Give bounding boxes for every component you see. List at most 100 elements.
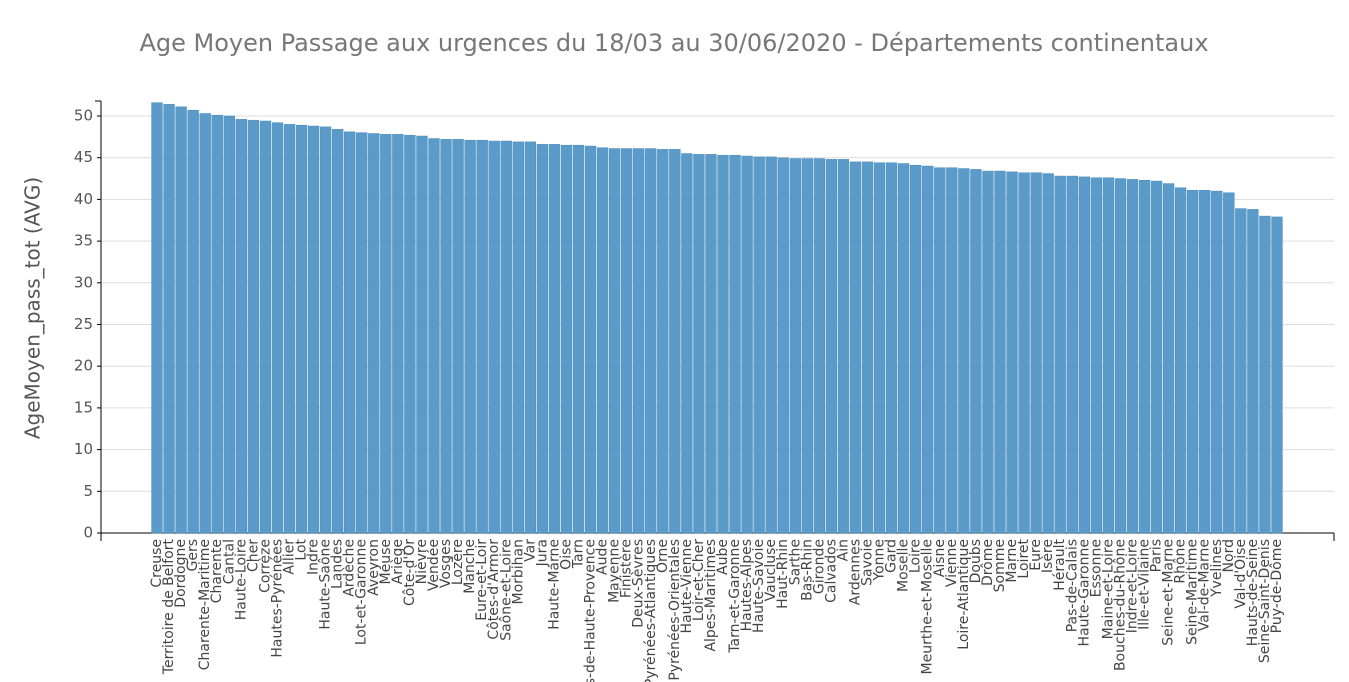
bar	[1259, 215, 1271, 534]
x-tick-label: Lozère	[450, 539, 466, 585]
x-tick-label: Bouches-du-Rhône	[1112, 539, 1128, 671]
x-tick-label: Aude	[595, 539, 611, 575]
x-tick-label: Gers	[185, 539, 201, 572]
bar	[1150, 180, 1163, 534]
bar	[1066, 175, 1078, 534]
x-tick-label: Manche	[462, 539, 478, 594]
bar	[295, 124, 308, 534]
bar	[657, 149, 669, 534]
bar	[645, 148, 657, 534]
bar	[380, 134, 392, 534]
x-tick-label: Eure	[1028, 539, 1044, 571]
bar	[922, 165, 934, 534]
bar	[1247, 209, 1259, 534]
x-tick-label: Deux-Sèvres	[631, 539, 647, 628]
x-tick-label: Seine-Maritime	[1185, 539, 1201, 645]
x-tick-label: Dordogne	[173, 539, 189, 608]
x-tick-label: Ardennes	[847, 539, 863, 605]
x-tick-label: Territoire de Belfort	[161, 538, 177, 675]
x-tick-label: Hautes-Alpes	[739, 539, 755, 631]
bar	[1235, 208, 1247, 534]
x-tick-label: Pas-de-Calais	[1064, 539, 1080, 632]
x-tick-label: Marne	[1004, 539, 1020, 583]
bar	[1042, 173, 1054, 534]
bar	[1211, 190, 1223, 534]
bar	[1090, 177, 1103, 534]
x-tick-label: Meurthe-et-Moselle	[920, 539, 936, 674]
bar	[404, 134, 416, 534]
x-tick-label: Charente-Maritime	[197, 539, 213, 670]
x-tick-label: Seine-et-Marne	[1161, 539, 1177, 646]
bar	[596, 147, 609, 534]
x-tick-label: Saône-et-Loire	[498, 539, 514, 641]
x-tick-label: Tarn	[571, 539, 587, 569]
y-tick-label: 5	[83, 482, 93, 500]
bar	[163, 104, 175, 534]
bar	[307, 125, 320, 534]
bar	[151, 102, 163, 534]
bar	[548, 144, 561, 534]
bar	[946, 167, 958, 534]
bar	[1102, 177, 1115, 534]
bar	[1078, 176, 1090, 534]
x-tick-label: Oise	[558, 539, 574, 570]
x-tick-label: Meuse	[378, 539, 394, 584]
bar	[910, 164, 922, 534]
bar	[994, 170, 1006, 534]
x-tick-label: Yvelines	[1209, 539, 1225, 598]
bar	[789, 158, 801, 534]
bar	[813, 158, 826, 534]
x-tick-label: Loire-Atlantique	[956, 539, 972, 650]
bar	[1018, 172, 1030, 534]
bar	[199, 113, 211, 534]
x-tick-label: Gard	[884, 539, 900, 573]
x-tick-label: Loir-et-Cher	[691, 539, 707, 621]
bar	[584, 145, 597, 534]
y-tick-label: 40	[74, 190, 93, 208]
x-tick-label: Vendée	[426, 539, 442, 591]
x-tick-label: Vienne	[944, 539, 960, 587]
x-tick-label: Morbihan	[510, 539, 526, 605]
x-tick-label: Creuse	[149, 539, 165, 588]
bar	[1199, 189, 1211, 534]
x-tick-label: Corrèze	[257, 539, 273, 593]
y-tick-label: 30	[74, 273, 93, 291]
x-tick-label: Orne	[655, 539, 671, 573]
bar	[1126, 179, 1139, 534]
x-tick-label: Yonne	[872, 539, 888, 582]
x-tick-label: Cantal	[221, 539, 237, 584]
bar	[1187, 189, 1199, 534]
bar	[464, 139, 476, 534]
x-tick-label: Cher	[245, 539, 261, 572]
bar	[621, 148, 633, 534]
x-tick-label: Haute-Loire	[233, 539, 249, 620]
bar	[476, 139, 488, 534]
x-tick-label: Nord	[1221, 539, 1237, 572]
x-tick-label: Pyrénées-Orientales	[667, 539, 683, 681]
x-tick-label: Aisne	[932, 539, 948, 577]
x-tick-label: Moselle	[896, 539, 912, 592]
bar	[572, 144, 585, 534]
bar	[741, 155, 753, 534]
x-tick-label: Var	[522, 539, 538, 562]
x-tick-label: Maine-et-Loire	[1100, 539, 1116, 639]
bar	[729, 154, 741, 534]
bar	[247, 119, 260, 534]
x-tick-label: Bas-Rhin	[799, 539, 815, 601]
x-tick-label: Seine-Saint-Denis	[1257, 539, 1273, 663]
x-tick-label: Ain	[835, 539, 851, 561]
y-tick-label: 45	[74, 148, 93, 166]
x-tick-label: Savoie	[860, 539, 876, 586]
y-tick-label: 20	[74, 357, 93, 375]
x-tick-label: Vaucluse	[763, 539, 779, 601]
x-tick-label: Hauts-de-Seine	[1245, 539, 1261, 646]
x-tick-label: Indre-et-Loire	[1124, 539, 1140, 633]
bar	[633, 148, 645, 534]
bar	[500, 140, 512, 534]
x-tick-label: Puy-de-Dôme	[1269, 539, 1285, 633]
x-tick-label: Mayenne	[607, 539, 623, 603]
y-tick-label: 50	[74, 107, 93, 125]
x-tick-label: Paris	[1149, 539, 1165, 572]
x-tick-label: Haute-Savoie	[751, 539, 767, 633]
x-tick-label: Calvados	[823, 539, 839, 603]
